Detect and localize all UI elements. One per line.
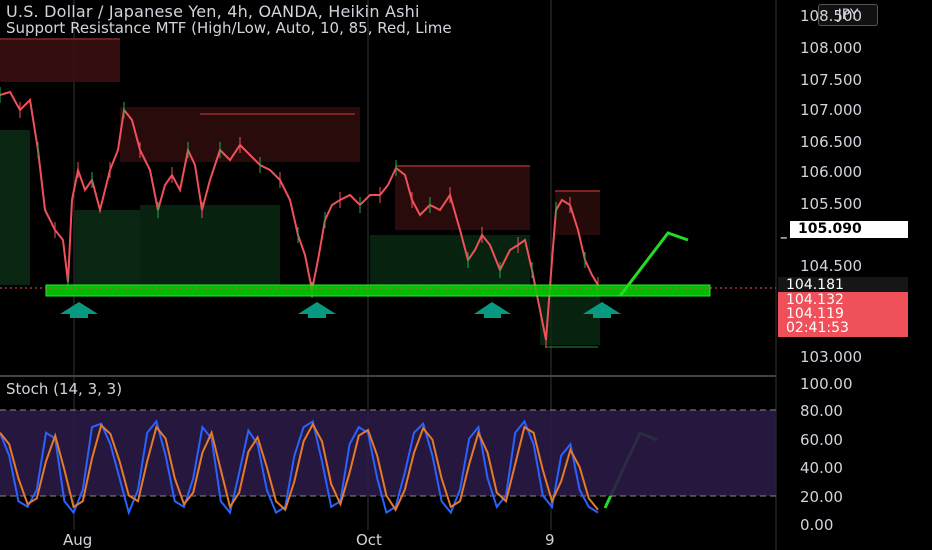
price-pill: 104.119: [778, 306, 908, 323]
osc-tick: 20.00: [800, 488, 843, 506]
osc-tick: 100.00: [800, 375, 853, 393]
stoch-band: [0, 410, 776, 496]
arrow-up-icon: [474, 302, 511, 318]
price-tick: 103.000: [800, 348, 863, 366]
osc-tick: 0.00: [800, 516, 834, 534]
marker-dash: –: [780, 228, 788, 246]
countdown-pill: 02:41:53: [778, 320, 908, 337]
price-series: [0, 90, 599, 341]
trend-arrow-icon: [618, 231, 689, 297]
arrow-up-icon: [60, 302, 98, 318]
support-band: [45, 284, 711, 297]
osc-tick: 40.00: [800, 459, 843, 477]
price-tick: 104.500: [800, 257, 863, 275]
time-tick-aug: Aug: [63, 531, 93, 549]
support-touch-arrows: [60, 302, 621, 318]
price-tick: 108.500: [800, 7, 863, 25]
support-zones: [0, 130, 600, 348]
osc-tick: 60.00: [800, 431, 843, 449]
price-pill: 104.132: [778, 292, 908, 309]
chart-title: U.S. Dollar / Japanese Yen, 4h, OANDA, H…: [6, 2, 420, 21]
stoch-k-line: [0, 419, 599, 516]
arrow-up-icon: [298, 302, 336, 318]
price-tick: 107.000: [800, 101, 863, 119]
price-tick: 107.500: [800, 71, 863, 89]
currency-button[interactable]: JPY: [818, 4, 878, 26]
stoch-d-line: [0, 422, 599, 512]
current-price-label: 104.181: [778, 277, 908, 294]
oscillator-title: Stoch (14, 3, 3): [6, 380, 123, 398]
time-tick-9: 9: [545, 531, 555, 549]
marker-price: 105.090: [790, 221, 908, 238]
resistance-zones: [0, 38, 600, 235]
time-tick-oct: Oct: [356, 531, 382, 549]
price-tick: 106.000: [800, 163, 863, 181]
price-tick: 106.500: [800, 133, 863, 151]
indicator-title: Support Resistance MTF (High/Low, Auto, …: [6, 19, 452, 37]
price-tick: 105.500: [800, 195, 863, 213]
arrow-up-icon: [583, 302, 621, 318]
price-tick: 108.000: [800, 39, 863, 57]
osc-tick: 80.00: [800, 402, 843, 420]
